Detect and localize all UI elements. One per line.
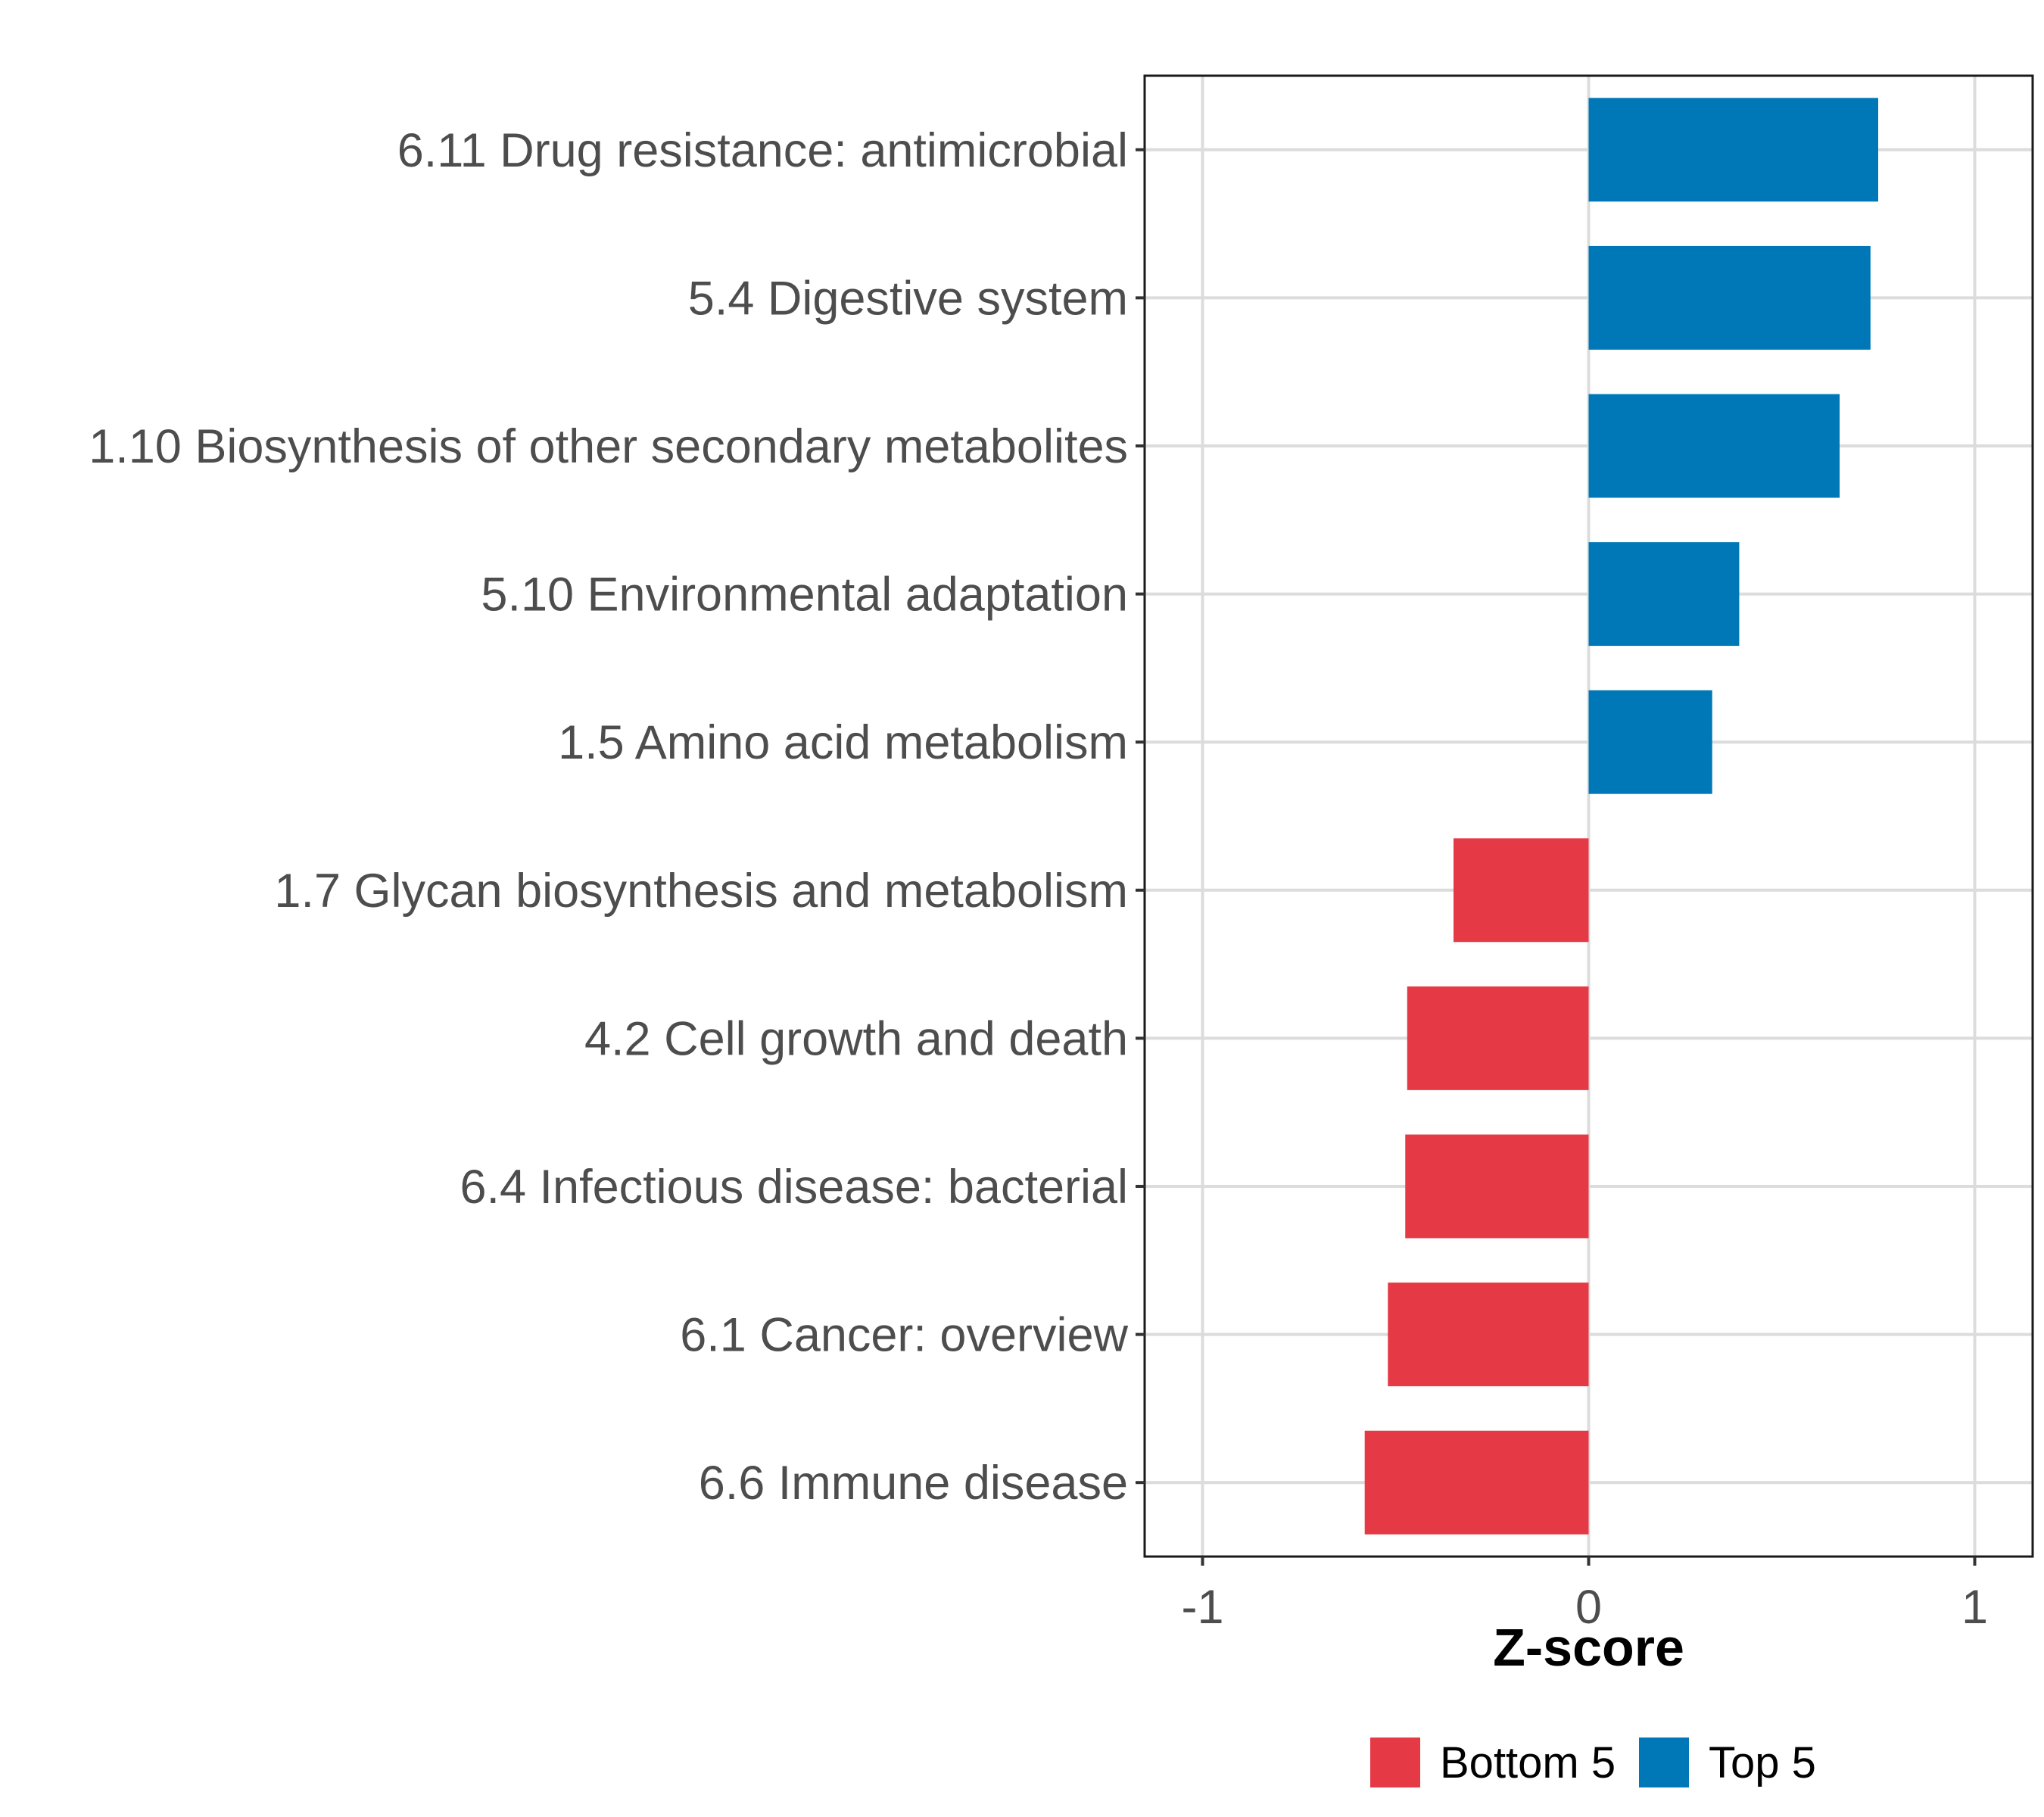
y-tick-label: 5.4 Digestive system	[688, 272, 1128, 325]
legend-key	[1639, 1738, 1689, 1787]
x-axis: -1 0 1	[1181, 1557, 1988, 1634]
y-tick-label: 1.5 Amino acid metabolism	[558, 716, 1128, 769]
bar	[1405, 1134, 1589, 1239]
x-tick-label: 1	[1961, 1581, 1988, 1634]
bar	[1407, 986, 1589, 1090]
y-tick-label: 4.2 Cell growth and death	[584, 1012, 1128, 1065]
legend-key	[1370, 1738, 1420, 1787]
legend-label: Bottom 5	[1440, 1738, 1616, 1787]
x-axis-title: Z-score	[1493, 1618, 1684, 1677]
bar	[1588, 245, 1871, 350]
bar	[1588, 394, 1840, 498]
y-tick-label: 1.7 Glycan biosynthesis and metabolism	[274, 865, 1128, 918]
y-tick-label: 6.1 Cancer: overview	[680, 1309, 1128, 1362]
bar	[1454, 838, 1589, 943]
bar	[1588, 542, 1740, 647]
y-tick-label: 6.6 Immune disease	[699, 1457, 1128, 1510]
y-tick-label: 6.4 Infectious disease: bacterial	[460, 1161, 1128, 1214]
x-tick-label: -1	[1181, 1581, 1223, 1634]
bar	[1588, 98, 1878, 202]
y-tick-label: 1.10 Biosynthesis of other secondary met…	[89, 420, 1128, 473]
y-axis: 6.11 Drug resistance: antimicrobial 5.4 D…	[89, 124, 1145, 1510]
x-tick-label: 0	[1575, 1581, 1602, 1634]
bar	[1364, 1430, 1589, 1535]
y-tick-label: 6.11 Drug resistance: antimicrobial	[397, 124, 1128, 177]
bars	[1364, 98, 1878, 1535]
bar	[1588, 690, 1712, 794]
legend-label: Top 5	[1709, 1738, 1816, 1787]
bar	[1388, 1282, 1589, 1387]
legend: Bottom 5 Top 5	[1370, 1738, 1816, 1787]
y-tick-label: 5.10 Environmental adaptation	[481, 569, 1128, 622]
